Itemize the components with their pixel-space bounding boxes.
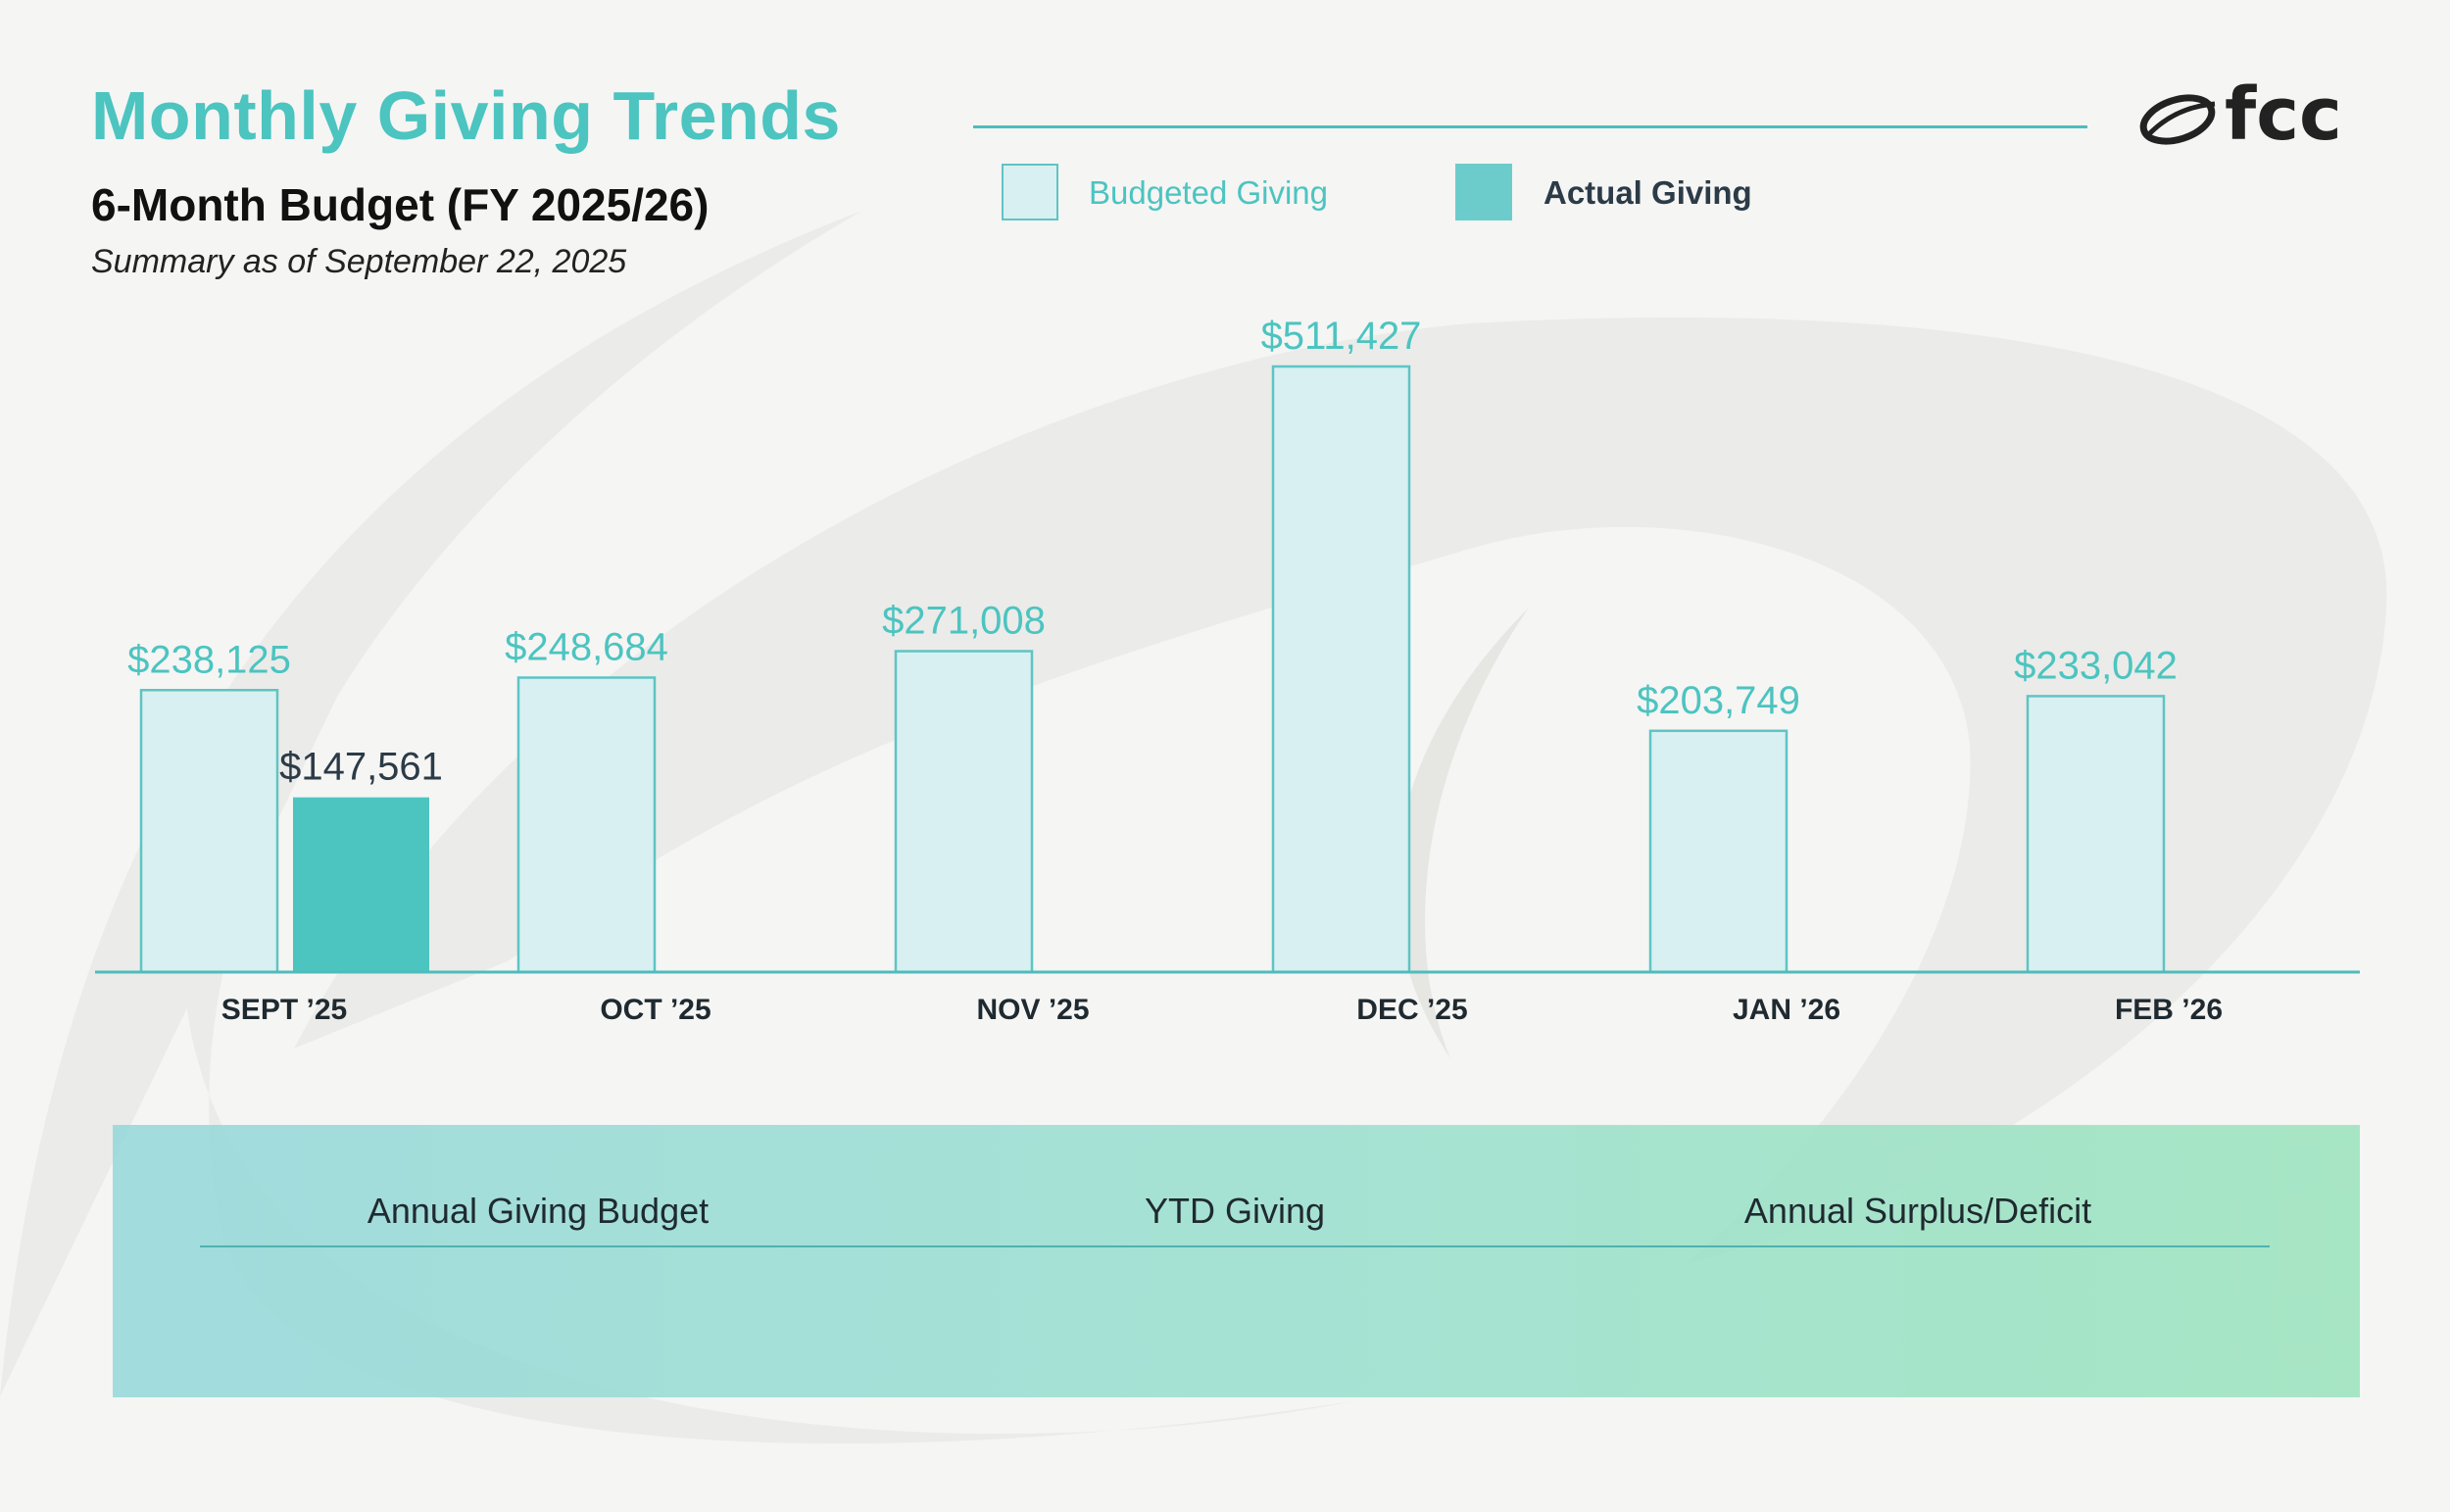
budget-value-label-jan: $203,749: [1637, 679, 1800, 722]
legend-actual-label: Actual Giving: [1544, 174, 1752, 211]
summary-date: Summary as of September 22, 2025: [91, 243, 627, 280]
legend-budgeted-swatch: [1002, 164, 1058, 220]
x-tick-label-feb: FEB ’26: [2115, 994, 2223, 1026]
x-tick-label-jan: JAN ’26: [1733, 994, 1840, 1026]
summary-panel-divider: [200, 1245, 2270, 1247]
page-title: Monthly Giving Trends: [91, 77, 841, 154]
budget-value-label-oct: $248,684: [505, 625, 668, 668]
legend-actual-swatch: [1455, 164, 1512, 220]
ytd-giving-label: YTD Giving: [1144, 1191, 1326, 1231]
budget-bar-feb: [2026, 695, 2166, 974]
budget-bar-oct: [516, 676, 657, 974]
logo-text: fcc: [2225, 76, 2342, 155]
budget-value-label-feb: $233,042: [2014, 644, 2178, 687]
x-tick-label-dec: DEC ’25: [1356, 994, 1467, 1026]
x-tick-label-nov: NOV ’25: [976, 994, 1089, 1026]
fcc-logo: fcc: [2139, 76, 2342, 155]
budget-bar-dec: [1271, 365, 1411, 974]
x-tick-label-oct: OCT ’25: [600, 994, 710, 1026]
swoosh-inner: [294, 317, 2387, 1264]
value-labels-layer: $238,125 $147,561 $248,684 $271,008 $511,427…: [127, 315, 2178, 789]
actual-value-label-sept: $147,561: [279, 746, 443, 789]
budget-bar-sept: [139, 689, 279, 974]
annual-surplus-deficit-label: Annual Surplus/Deficit: [1743, 1191, 2092, 1231]
fcc-swoosh-icon: [2139, 94, 2216, 145]
header-divider: [973, 125, 2087, 128]
actual-bar-sept: [293, 797, 429, 972]
swoosh-hook: [1396, 608, 1529, 1058]
bars-layer: [139, 365, 2166, 974]
budget-bar-nov: [894, 650, 1034, 974]
page-subtitle: 6-Month Budget (FY 2025/26): [91, 179, 710, 230]
budget-value-label-sept: $238,125: [127, 638, 291, 681]
budget-value-label-nov: $271,008: [882, 600, 1046, 643]
budget-value-label-dec: $511,427: [1261, 315, 1422, 358]
annual-giving-budget-label: Annual Giving Budget: [367, 1191, 710, 1231]
budget-bar-jan: [1648, 729, 1788, 974]
annual-summary-panel: [113, 1125, 2360, 1397]
x-tick-label-sept: SEPT ’25: [221, 994, 347, 1026]
legend-budgeted-label: Budgeted Giving: [1089, 174, 1329, 211]
x-tick-labels-layer: SEPT ’25 OCT ’25 NOV ’25 DEC ’25 JAN ’26 FEB …: [221, 994, 2223, 1026]
